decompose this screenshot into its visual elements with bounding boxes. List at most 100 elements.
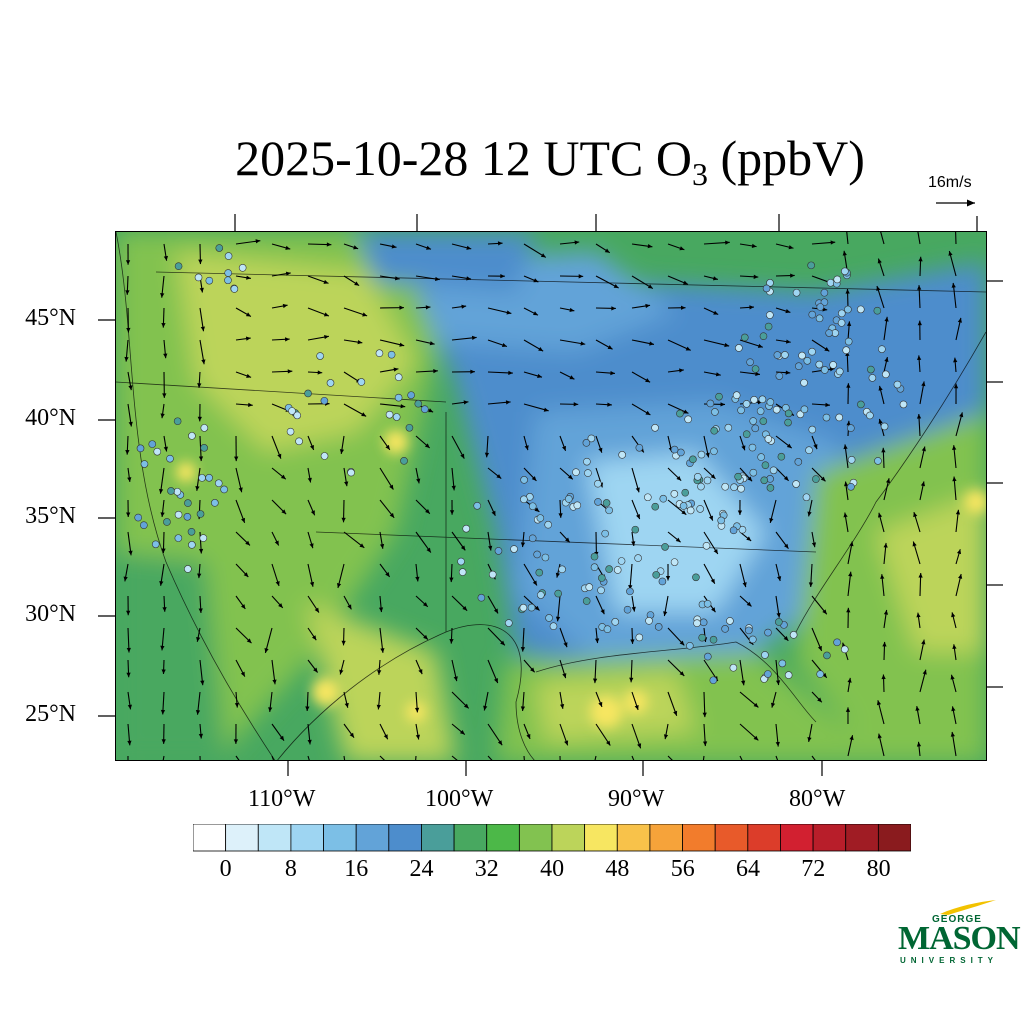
wind-vector [702, 755, 705, 760]
wind-vector-head [824, 347, 830, 352]
wind-vector-head [610, 370, 615, 376]
wind-vector-head [807, 737, 812, 742]
wind-vector-head [846, 607, 851, 613]
wind-vector-head [951, 612, 956, 618]
wind-vector-head [462, 605, 468, 611]
wind-vector-head [741, 445, 746, 451]
observation-site [215, 244, 224, 252]
observation-site [635, 443, 644, 452]
wind-vector-head [741, 680, 746, 686]
observation-site [775, 618, 783, 626]
wind-vector-head [383, 734, 388, 740]
observation-sites [134, 244, 908, 685]
wind-vector-head [742, 582, 747, 588]
wind-vector-head [555, 572, 560, 578]
map-title: 2025-10-28 12 UTC O3 (ppbV) [0, 128, 1024, 190]
observation-site [820, 288, 829, 297]
wind-vector-head [391, 244, 397, 249]
logo-line-1: GEORGE [932, 914, 982, 925]
observation-site [611, 618, 620, 626]
wind-vector-head [573, 402, 579, 407]
observation-site [462, 524, 471, 533]
wind-vector-head [126, 512, 131, 518]
wind-vector-head [811, 542, 817, 548]
observation-site [815, 314, 824, 323]
wind-vector-head [849, 735, 854, 741]
observation-site [899, 400, 908, 409]
observation-site [174, 262, 183, 270]
wind-vector-head [775, 680, 781, 686]
observation-site [148, 440, 157, 448]
wind-vector-head [877, 258, 882, 264]
wind-vector-head [580, 341, 586, 346]
observation-site [760, 476, 769, 485]
observation-site [833, 638, 841, 647]
observation-site [732, 391, 741, 400]
wind-vector-head [497, 241, 503, 246]
observation-site [748, 443, 757, 452]
observation-site [407, 391, 415, 399]
observation-site [457, 557, 465, 566]
observation-site [304, 389, 312, 398]
observation-site [800, 378, 808, 387]
lat-label-45: 45°N [25, 305, 76, 331]
observation-site [789, 631, 798, 639]
colorbar-swatch [714, 824, 749, 852]
wind-vector-head [162, 607, 167, 612]
observation-site [188, 432, 196, 440]
observation-site [528, 502, 537, 511]
wind-vector-head [414, 707, 420, 713]
observation-site [882, 370, 890, 379]
wind-vector-head [952, 445, 957, 450]
observation-site [800, 405, 809, 414]
wind-vector-head [710, 578, 715, 584]
observation-site [554, 589, 562, 598]
observation-site [820, 366, 829, 374]
wind-vector-head [950, 674, 955, 680]
observation-site [587, 434, 596, 443]
wind-vector-head [749, 305, 754, 310]
wind-vector-head [505, 400, 511, 405]
wind-vector-head [877, 512, 883, 518]
observation-site [670, 558, 679, 566]
colorbar-swatch [453, 824, 488, 852]
wind-vector-head [163, 353, 168, 359]
wind-vector [559, 755, 561, 760]
observation-site [670, 445, 679, 454]
colorbar-label: 72 [801, 856, 826, 882]
observation-site [545, 614, 553, 622]
observation-site [597, 586, 605, 595]
observation-site [764, 322, 773, 331]
wind-vector-head [161, 323, 166, 328]
wind-vector-head [537, 373, 543, 378]
wind-vector-head [876, 700, 882, 706]
wind-vector-head [951, 706, 956, 712]
wind-vector-head [712, 276, 718, 281]
observation-site [520, 495, 528, 504]
observation-site [784, 409, 793, 418]
wind-vector-head [679, 640, 685, 646]
wind-vector-head [769, 517, 774, 523]
reference-vector-label: 16m/s [928, 174, 972, 191]
wind-vector-head [198, 608, 203, 613]
observation-site [711, 408, 719, 416]
wind-vector-head [555, 616, 561, 622]
observation-site [726, 617, 734, 625]
wind-vector-head [663, 734, 669, 740]
observation-site [533, 550, 541, 559]
wind-vector-head [878, 385, 883, 391]
wind-vector-head [825, 402, 830, 408]
observation-site [544, 520, 552, 529]
wind-vector-head [953, 357, 958, 363]
observation-site [541, 553, 550, 562]
observation-site [288, 407, 296, 415]
observation-site [651, 502, 660, 511]
wind-vector-head [310, 510, 315, 516]
observation-site [136, 444, 145, 453]
wind-vector-head [679, 671, 685, 676]
wind-vector-head [543, 407, 549, 412]
wind-vector-head [561, 445, 566, 451]
observation-site [594, 498, 602, 506]
observation-site [601, 529, 609, 538]
wind-vector-head [323, 279, 329, 284]
